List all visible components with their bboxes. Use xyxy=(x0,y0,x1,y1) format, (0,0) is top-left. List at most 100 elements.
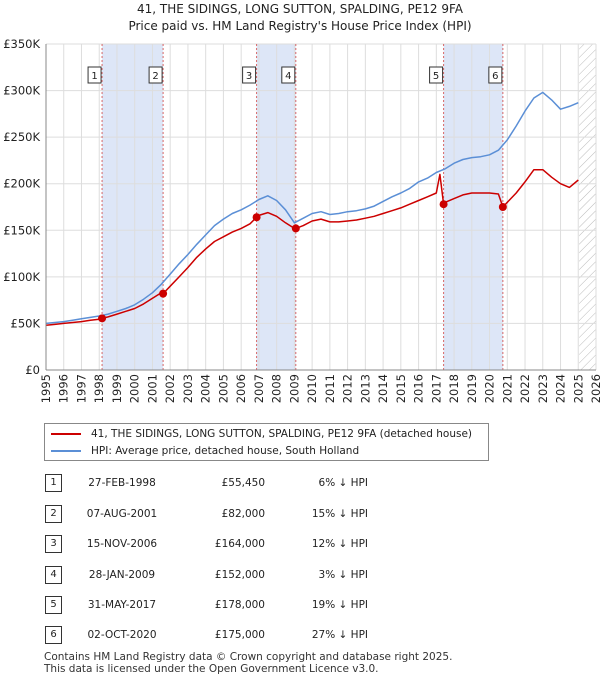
x-tick-label: 1996 xyxy=(57,374,71,403)
x-tick-label: 2008 xyxy=(270,374,284,403)
sale-number-label: 5 xyxy=(433,71,439,82)
sale-number-label: 2 xyxy=(152,71,158,82)
x-tick-label: 2022 xyxy=(518,374,532,403)
x-tick-label: 2026 xyxy=(589,374,600,403)
x-tick-label: 2002 xyxy=(163,374,177,403)
price-chart: 1 2 3 4 5 6 £0 £50K £100K £150K £200K £250K £300K £3… xyxy=(3,37,600,403)
y-tick-label: £0 xyxy=(25,363,40,377)
transaction-hpi-diff: 19% ↓ HPI xyxy=(311,599,368,611)
transaction-number: 4 xyxy=(45,566,62,584)
x-tick-label: 2015 xyxy=(394,374,408,403)
x-tick-label: 2019 xyxy=(465,374,479,403)
sale-number-label: 3 xyxy=(246,71,252,82)
footer-note: Contains HM Land Registry data © Crown c… xyxy=(44,651,452,675)
x-tick-label: 2017 xyxy=(429,374,443,403)
transaction-date: 02-OCT-2020 xyxy=(87,629,157,641)
x-tick-label: 2018 xyxy=(447,374,461,403)
sale-point xyxy=(291,224,300,233)
sale-number-box xyxy=(148,66,163,84)
x-tick-label: 2004 xyxy=(199,374,213,403)
x-tick-label: 2009 xyxy=(287,374,301,403)
y-tick-label: £350K xyxy=(3,37,40,51)
x-tick-label: 2020 xyxy=(483,374,497,403)
x-tick-label: 1997 xyxy=(74,374,88,403)
sale-number-label: 6 xyxy=(492,71,498,82)
transaction-hpi-diff: 6% ↓ HPI xyxy=(318,477,368,489)
transaction-price: £178,000 xyxy=(214,599,265,611)
transaction-price: £55,450 xyxy=(221,477,265,489)
x-tick-label: 2003 xyxy=(181,374,195,403)
x-tick-label: 2005 xyxy=(216,374,230,403)
transaction-number: 5 xyxy=(45,596,62,614)
transaction-price: £82,000 xyxy=(221,508,265,520)
x-tick-label: 2010 xyxy=(305,374,319,403)
x-tick-label: 2000 xyxy=(128,374,142,403)
x-tick-label: 2006 xyxy=(234,374,248,403)
x-tick-label: 2001 xyxy=(145,374,159,403)
sale-number-box xyxy=(242,66,257,84)
sale-point xyxy=(252,213,261,222)
footer-licence: This data is licensed under the Open Gov… xyxy=(44,663,379,675)
y-tick-label: £300K xyxy=(3,84,40,98)
transaction-price: £164,000 xyxy=(214,538,265,550)
footer-copyright: Contains HM Land Registry data © Crown c… xyxy=(44,651,453,663)
transaction-date: 27-FEB-1998 xyxy=(88,477,156,489)
y-tick-label: £200K xyxy=(3,177,40,191)
transaction-date: 07-AUG-2001 xyxy=(86,508,158,520)
transaction-hpi-diff: 27% ↓ HPI xyxy=(311,629,368,641)
sale-number-box xyxy=(429,66,444,84)
x-tick-label: 2012 xyxy=(341,374,355,403)
sale-number-box xyxy=(488,66,503,84)
transaction-hpi-diff: 3% ↓ HPI xyxy=(318,569,368,581)
sale-number-box xyxy=(281,66,296,84)
y-tick-label: £50K xyxy=(11,316,41,330)
transaction-hpi-diff: 12% ↓ HPI xyxy=(311,538,368,550)
transaction-price: £152,000 xyxy=(214,569,265,581)
x-tick-label: 2025 xyxy=(571,374,585,403)
transaction-date: 31-MAY-2017 xyxy=(87,599,157,611)
x-tick-label: 1995 xyxy=(39,374,53,403)
sale-point xyxy=(498,203,507,211)
sale-number-label: 4 xyxy=(285,71,291,82)
shaded-period xyxy=(443,44,503,370)
transaction-number: 1 xyxy=(45,474,62,492)
x-tick-label: 1999 xyxy=(110,374,124,403)
x-tick-label: 2016 xyxy=(412,374,426,403)
x-tick-label: 1998 xyxy=(92,374,106,403)
x-tick-label: 2007 xyxy=(252,374,266,403)
y-tick-label: £100K xyxy=(3,270,40,284)
legend-swatch-hpi xyxy=(51,450,81,452)
transaction-number: 6 xyxy=(45,626,62,644)
transaction-hpi-diff: 15% ↓ HPI xyxy=(311,508,368,520)
x-tick-label: 2021 xyxy=(500,374,514,403)
legend-item-hpi: HPI: Average price, detached house, Sout… xyxy=(51,443,359,459)
transaction-number: 3 xyxy=(45,535,62,553)
legend-label-property: 41, THE SIDINGS, LONG SUTTON, SPALDING, … xyxy=(91,428,473,440)
sale-point xyxy=(98,314,107,323)
forecast-hatch xyxy=(579,44,596,370)
chart-subtitle: Price paid vs. HM Land Registry's House … xyxy=(128,19,472,33)
x-tick-label: 2023 xyxy=(536,374,550,403)
x-tick-label: 2014 xyxy=(376,374,390,403)
chart-title: 41, THE SIDINGS, LONG SUTTON, SPALDING, … xyxy=(136,2,463,16)
sale-number-label: 1 xyxy=(91,71,97,82)
y-tick-label: £250K xyxy=(3,130,40,144)
legend-label-hpi: HPI: Average price, detached house, Sout… xyxy=(91,445,360,457)
transaction-date: 28-JAN-2009 xyxy=(88,569,156,581)
y-tick-label: £150K xyxy=(3,223,40,237)
shaded-period xyxy=(102,44,164,370)
property-series-line xyxy=(45,168,579,327)
sale-number-box xyxy=(87,66,102,84)
sale-point xyxy=(159,289,168,298)
transaction-number: 2 xyxy=(45,505,62,523)
x-tick-label: 2013 xyxy=(358,374,372,403)
legend-swatch-property xyxy=(51,433,81,435)
x-tick-label: 2024 xyxy=(554,374,568,403)
hpi-series-line xyxy=(45,91,579,325)
sale-point xyxy=(439,200,448,209)
transaction-date: 15-NOV-2006 xyxy=(86,538,158,550)
chart-legend: 41, THE SIDINGS, LONG SUTTON, SPALDING, … xyxy=(44,423,489,461)
transaction-price: £175,000 xyxy=(214,629,265,641)
x-tick-label: 2011 xyxy=(323,374,337,403)
legend-item-property: 41, THE SIDINGS, LONG SUTTON, SPALDING, … xyxy=(51,426,472,442)
